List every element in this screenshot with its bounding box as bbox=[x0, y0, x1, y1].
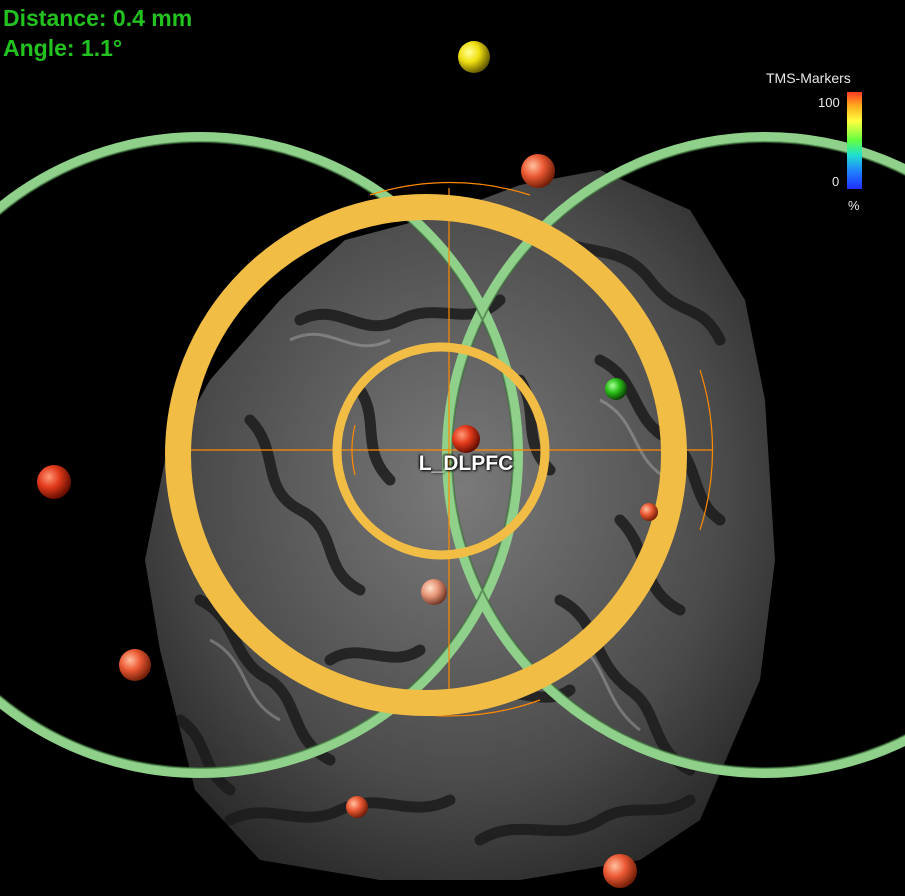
legend-max-label: 100 bbox=[818, 95, 840, 110]
coil-ring-right bbox=[442, 132, 905, 778]
coil-ring-left bbox=[0, 132, 523, 778]
legend-unit-label: % bbox=[848, 198, 860, 213]
marker-sphere[interactable] bbox=[119, 649, 151, 681]
angle-readout: Angle: 1.1° bbox=[3, 35, 123, 61]
target-rings bbox=[165, 194, 687, 716]
marker-sphere[interactable] bbox=[521, 154, 555, 188]
marker-sphere[interactable] bbox=[605, 378, 627, 400]
legend-min-label: 0 bbox=[832, 174, 840, 189]
marker-sphere[interactable] bbox=[37, 465, 71, 499]
target-label: L_DLPFC bbox=[418, 452, 514, 475]
crosshair bbox=[188, 188, 712, 712]
distance-readout: Distance: 0.4 mm bbox=[3, 5, 193, 31]
tms-markers bbox=[37, 41, 658, 888]
marker-sphere[interactable] bbox=[452, 425, 480, 453]
target-ring-inner bbox=[332, 342, 550, 560]
legend-title: TMS-Markers bbox=[766, 70, 851, 86]
marker-sphere[interactable] bbox=[458, 41, 490, 73]
marker-sphere[interactable] bbox=[421, 579, 447, 605]
marker-sphere[interactable] bbox=[603, 854, 637, 888]
marker-sphere[interactable] bbox=[346, 796, 368, 818]
coil-rings bbox=[0, 132, 905, 778]
target-ring-outer bbox=[165, 194, 687, 716]
legend-color-bar bbox=[847, 92, 862, 189]
marker-sphere[interactable] bbox=[640, 503, 658, 521]
